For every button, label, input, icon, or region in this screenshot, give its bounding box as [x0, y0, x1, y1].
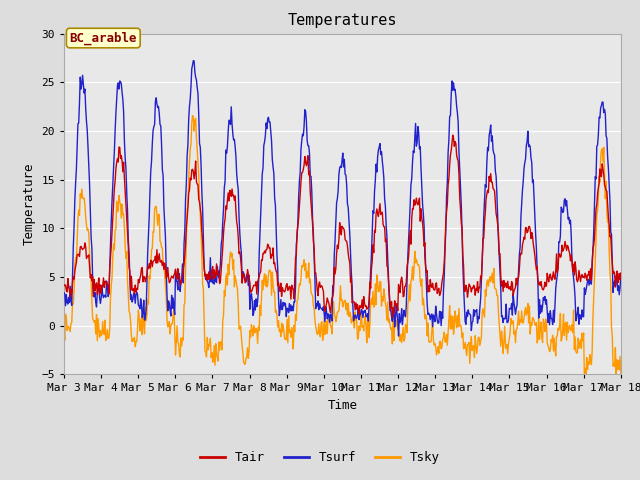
Y-axis label: Temperature: Temperature: [23, 163, 36, 245]
Title: Temperatures: Temperatures: [287, 13, 397, 28]
X-axis label: Time: Time: [328, 399, 357, 412]
Text: BC_arable: BC_arable: [70, 31, 137, 45]
Legend: Tair, Tsurf, Tsky: Tair, Tsurf, Tsky: [195, 446, 445, 469]
